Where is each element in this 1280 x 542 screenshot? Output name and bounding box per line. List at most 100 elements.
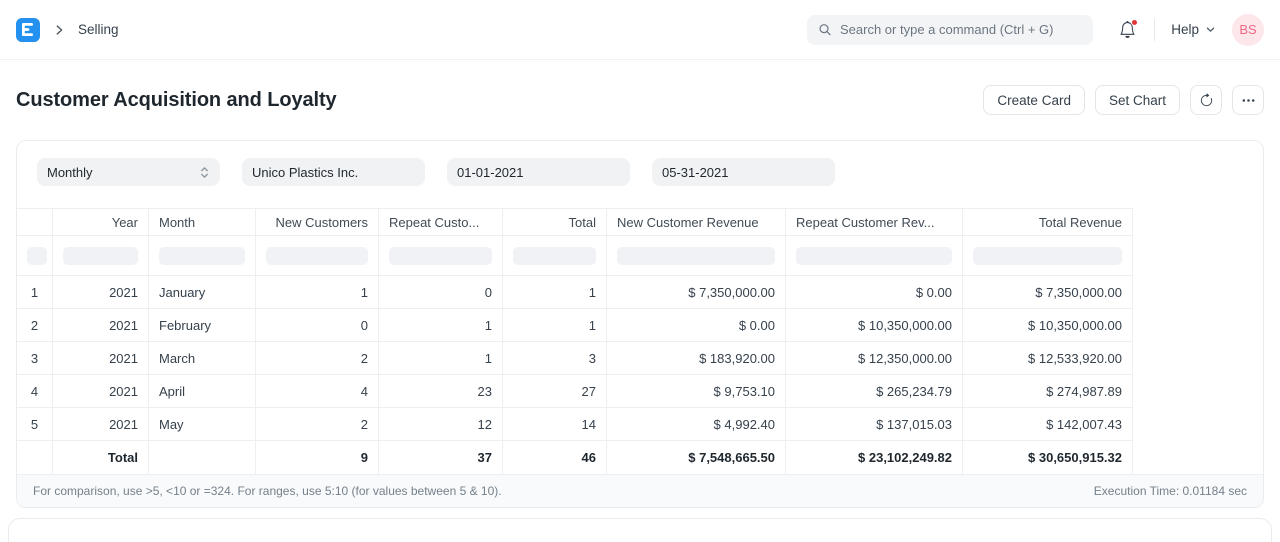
cell-year[interactable]: 2021 (53, 309, 149, 342)
column-header-new_customers[interactable]: New Customers (256, 208, 379, 236)
cell-repeat_customer_revenue[interactable]: $ 10,350,000.00 (786, 309, 963, 342)
notifications-button[interactable] (1117, 19, 1139, 40)
total-cell-total[interactable]: 46 (503, 441, 607, 474)
filter-cell-month[interactable] (149, 236, 256, 276)
cell-total[interactable]: 1 (503, 276, 607, 309)
chevron-right-icon (52, 23, 66, 37)
user-avatar[interactable]: BS (1232, 13, 1264, 46)
cell-month[interactable]: February (149, 309, 256, 342)
cell-repeat_customers[interactable]: 0 (379, 276, 503, 309)
column-header-repeat_customer_revenue[interactable]: Repeat Customer Rev... (786, 208, 963, 236)
breadcrumb-selling[interactable]: Selling (78, 22, 119, 37)
cell-total_revenue[interactable]: $ 274,987.89 (963, 375, 1133, 408)
column-header-total[interactable]: Total (503, 208, 607, 236)
cell-new_customers[interactable]: 1 (256, 276, 379, 309)
filter-cell-new_customers[interactable] (256, 236, 379, 276)
cell-month[interactable]: January (149, 276, 256, 309)
refresh-button[interactable] (1190, 85, 1222, 115)
skeleton-placeholder (513, 246, 596, 265)
cell-new_customers[interactable]: 0 (256, 309, 379, 342)
cell-total_revenue[interactable]: $ 10,350,000.00 (963, 309, 1133, 342)
filter-cell-repeat_customer_revenue[interactable] (786, 236, 963, 276)
cell-repeat_customers[interactable]: 1 (379, 342, 503, 375)
app-window: Selling Help BS Customer A (0, 13, 1280, 542)
column-header-year[interactable]: Year (53, 208, 149, 236)
filter-bar: Monthly (17, 141, 1263, 208)
cell-new_customer_revenue[interactable]: $ 183,920.00 (607, 342, 786, 375)
cell-repeat_customers[interactable]: 12 (379, 408, 503, 441)
filter-cell-year[interactable] (53, 236, 149, 276)
cell-new_customers[interactable]: 4 (256, 375, 379, 408)
column-header-repeat_customers[interactable]: Repeat Custo... (379, 208, 503, 236)
total-cell-repeat_customers[interactable]: 37 (379, 441, 503, 474)
filter-hint-text: For comparison, use >5, <10 or =324. For… (33, 484, 502, 498)
company-filter-input[interactable] (242, 158, 425, 186)
cell-repeat_customers[interactable]: 1 (379, 309, 503, 342)
cell-new_customer_revenue[interactable]: $ 0.00 (607, 309, 786, 342)
erpnext-logo[interactable] (16, 17, 40, 42)
set-chart-button[interactable]: Set Chart (1094, 85, 1180, 115)
range-select[interactable]: Monthly (37, 158, 220, 186)
cell-total[interactable]: 1 (503, 309, 607, 342)
cell-new_customer_revenue[interactable]: $ 9,753.10 (607, 375, 786, 408)
cell-total[interactable]: 14 (503, 408, 607, 441)
total-cell-month[interactable] (149, 441, 256, 474)
cell-new_customer_revenue[interactable]: $ 7,350,000.00 (607, 276, 786, 309)
from-date-input[interactable] (447, 158, 630, 186)
total-cell-total_revenue[interactable]: $ 30,650,915.32 (963, 441, 1133, 474)
filter-cell-new_customer_revenue[interactable] (607, 236, 786, 276)
next-section-edge (8, 518, 1272, 542)
cell-month[interactable]: April (149, 375, 256, 408)
filter-cell-total[interactable] (503, 236, 607, 276)
create-card-button[interactable]: Create Card (983, 85, 1085, 115)
chevron-up-down-icon (201, 166, 208, 178)
page-head: Customer Acquisition and Loyalty Create … (0, 60, 1280, 140)
cell-repeat_customer_revenue[interactable]: $ 137,015.03 (786, 408, 963, 441)
report-table: Year Month New Customers Repeat Custo... Tot… (17, 208, 1133, 474)
cell-year[interactable]: 2021 (53, 276, 149, 309)
cell-new_customer_revenue[interactable]: $ 4,992.40 (607, 408, 786, 441)
cell-repeat_customers[interactable]: 23 (379, 375, 503, 408)
cell-new_customers[interactable]: 2 (256, 342, 379, 375)
total-cell-new_customers[interactable]: 9 (256, 441, 379, 474)
cell-month[interactable]: May (149, 408, 256, 441)
cell-year[interactable]: 2021 (53, 375, 149, 408)
skeleton-placeholder (266, 246, 368, 265)
cell-total[interactable]: 3 (503, 342, 607, 375)
skeleton-placeholder (63, 246, 138, 265)
cell-repeat_customer_revenue[interactable]: $ 0.00 (786, 276, 963, 309)
cell-total_revenue[interactable]: $ 12,533,920.00 (963, 342, 1133, 375)
page-title: Customer Acquisition and Loyalty (16, 88, 337, 111)
table-row: 3 2021 March 2 1 3 $ 183,920.00 $ 12,350,000.00… (17, 342, 1133, 375)
to-date-input[interactable] (652, 158, 835, 186)
global-search[interactable] (807, 14, 1094, 45)
cell-new_customers[interactable]: 2 (256, 408, 379, 441)
table-filter-row (17, 236, 1133, 276)
cell-total[interactable]: 27 (503, 375, 607, 408)
filter-cell-total_revenue[interactable] (963, 236, 1133, 276)
skeleton-placeholder (159, 246, 245, 265)
column-header-new_customer_revenue[interactable]: New Customer Revenue (607, 208, 786, 236)
table-row: 4 2021 April 4 23 27 $ 9,753.10 $ 265,234.79 $ 2… (17, 375, 1133, 408)
cell-month[interactable]: March (149, 342, 256, 375)
total-cell-repeat_customer_revenue[interactable]: $ 23,102,249.82 (786, 441, 963, 474)
skeleton-placeholder (796, 246, 952, 265)
skeleton-placeholder (27, 246, 47, 265)
ellipsis-icon (1242, 98, 1254, 102)
filter-cell-repeat_customers[interactable] (379, 236, 503, 276)
more-menu-button[interactable] (1232, 85, 1264, 115)
total-cell-new_customer_revenue[interactable]: $ 7,548,665.50 (607, 441, 786, 474)
row-index: 3 (17, 342, 53, 375)
search-input[interactable] (840, 22, 1083, 37)
column-header-month[interactable]: Month (149, 208, 256, 236)
help-menu-button[interactable]: Help (1171, 22, 1216, 37)
notification-dot (1131, 19, 1139, 26)
total-cell-year[interactable]: Total (53, 441, 149, 474)
cell-repeat_customer_revenue[interactable]: $ 265,234.79 (786, 375, 963, 408)
cell-year[interactable]: 2021 (53, 408, 149, 441)
cell-repeat_customer_revenue[interactable]: $ 12,350,000.00 (786, 342, 963, 375)
cell-year[interactable]: 2021 (53, 342, 149, 375)
cell-total_revenue[interactable]: $ 142,007.43 (963, 408, 1133, 441)
column-header-total_revenue[interactable]: Total Revenue (963, 208, 1133, 236)
cell-total_revenue[interactable]: $ 7,350,000.00 (963, 276, 1133, 309)
